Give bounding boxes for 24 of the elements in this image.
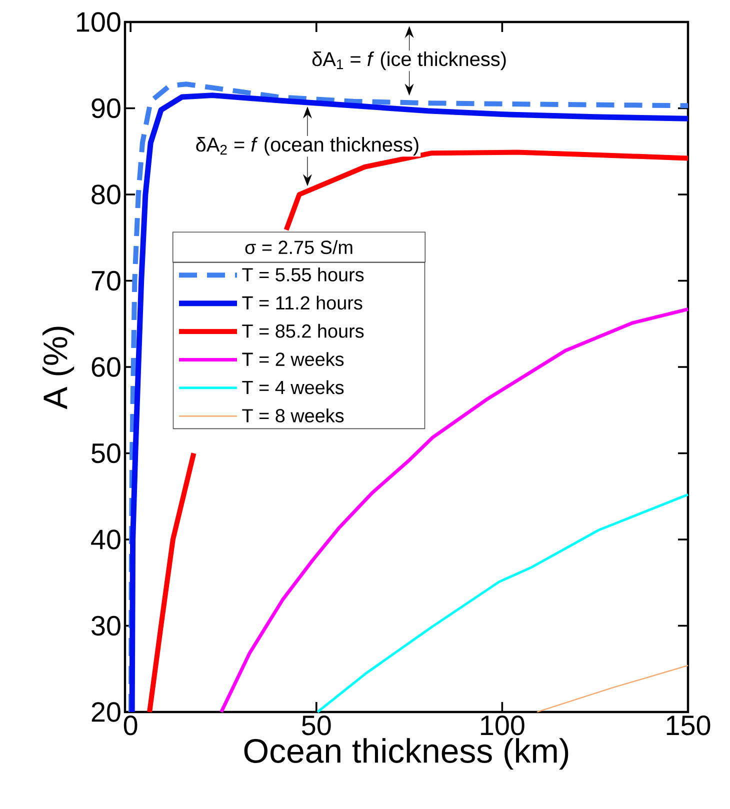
y-axis-title: A (%) <box>42 326 74 410</box>
y-tick-label: 30 <box>92 616 120 636</box>
y-tick-label: 80 <box>92 184 120 204</box>
x-axis-title: Ocean thickness (km) <box>244 738 568 770</box>
y-tick-label: 50 <box>92 443 120 464</box>
y-tick-label: 70 <box>92 270 120 291</box>
annotation: δA$_{1}$ = f (ice thickness) <box>312 52 506 70</box>
y-tick-label: 40 <box>91 530 120 550</box>
legend-label: T = 5.55 hours <box>242 268 364 282</box>
legend-label: T = 2 weeks <box>242 352 344 366</box>
legend-label: T = 11.2 hours <box>242 296 362 310</box>
legend-label: T = 4 weeks <box>242 380 344 394</box>
annotation: δA$_{2}$ = f (ocean thickness) <box>196 137 418 156</box>
x-tick-label: 50 <box>302 716 331 736</box>
y-tick-label: 60 <box>92 357 120 377</box>
y-tick-label: 100 <box>77 12 120 32</box>
x-tick-label: 150 <box>666 716 710 736</box>
legend-label: T = 8 weeks <box>242 408 344 422</box>
x-tick-label: 100 <box>481 716 524 736</box>
legend-title: σ = 2.75 S/m <box>245 240 352 254</box>
y-tick-label: 90 <box>92 98 120 118</box>
legend-label: T = 85.2 hours <box>242 324 364 338</box>
y-tick-label: 20 <box>92 702 120 722</box>
x-tick-label: 0 <box>124 716 138 736</box>
